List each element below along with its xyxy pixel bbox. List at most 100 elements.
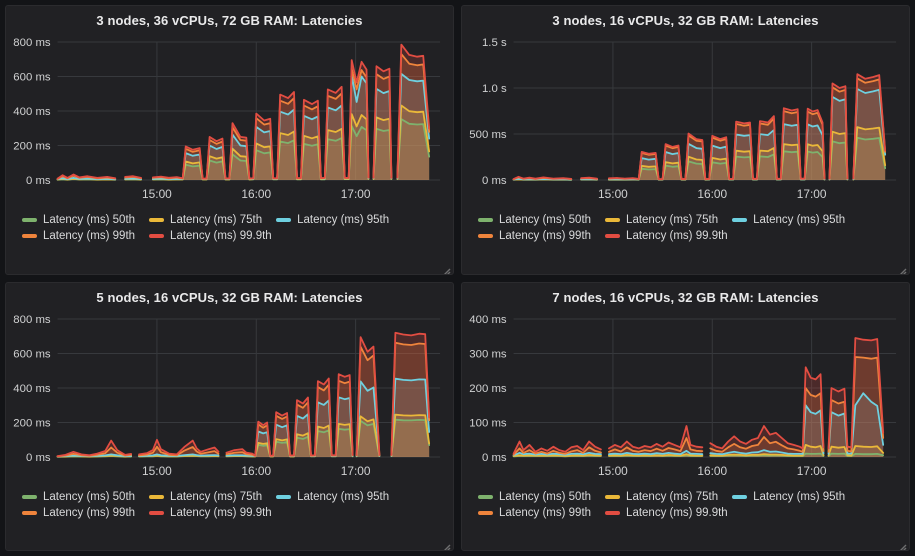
legend-item[interactable]: Latency (ms) 75th <box>605 214 718 226</box>
panel-7-nodes-16-vcpus: 7 nodes, 16 vCPUs, 32 GB RAM: Latencies … <box>461 281 910 551</box>
legend-label: Latency (ms) 75th <box>626 214 719 226</box>
series-fill <box>853 127 886 180</box>
series-fill <box>828 392 884 457</box>
series-line <box>56 453 132 457</box>
series-line <box>828 82 849 180</box>
legend-item[interactable]: Latency (ms) 95th <box>276 214 389 226</box>
legend-label: Latency (ms) 95th <box>753 214 846 226</box>
series-line <box>608 107 826 180</box>
legend-color-swatch-icon[interactable] <box>605 218 621 222</box>
legend-item[interactable]: Latency (ms) 75th <box>149 214 262 226</box>
y-axis-tick-label: 600 ms <box>13 71 51 83</box>
legend-color-swatch-icon[interactable] <box>22 494 37 499</box>
legend-item[interactable]: Latency (ms) 99.9th <box>605 230 728 242</box>
legend-label: Latency (ms) 50th <box>43 490 136 503</box>
legend-label: Latency (ms) 95th <box>753 490 846 503</box>
series-fill <box>373 117 392 180</box>
legend-label: Latency (ms) 99th <box>499 230 592 242</box>
series-fill <box>152 114 369 180</box>
series-fill <box>373 66 392 180</box>
x-axis-tick-label: 17:00 <box>797 463 827 477</box>
x-axis-tick-label: 16:00 <box>241 463 271 477</box>
latency-chart[interactable]: 0 ms 200 ms 400 ms 600 ms 800 ms 15:00 16:00 17… <box>12 307 447 489</box>
legend-item[interactable]: Latency (ms) 99.9th <box>149 230 272 242</box>
series-line <box>512 451 602 456</box>
chart-canvas[interactable]: 0 ms 200 ms 400 ms 600 ms 800 ms 15:00 16:00 17… <box>12 307 447 489</box>
legend-label: Latency (ms) 75th <box>170 490 263 503</box>
y-axis-tick-label: 1.0 s <box>482 83 507 95</box>
y-axis-tick-label: 500 ms <box>469 129 507 141</box>
resize-handle-icon[interactable] <box>898 263 907 274</box>
legend: Latency (ms) 50th Latency (ms) 75th Latenc… <box>12 489 412 523</box>
resize-handle-icon[interactable] <box>898 539 907 551</box>
legend-color-swatch-icon[interactable] <box>478 510 493 515</box>
legend-item[interactable]: Latency (ms) 99th <box>478 507 591 519</box>
series-fill <box>608 144 825 180</box>
legend-label: Latency (ms) 50th <box>43 214 136 226</box>
series-line <box>608 452 704 456</box>
legend-item[interactable]: Latency (ms) 95th <box>732 214 845 226</box>
legend-color-swatch-icon[interactable] <box>22 218 37 222</box>
legend-item[interactable]: Latency (ms) 99th <box>22 507 135 519</box>
legend-color-swatch-icon[interactable] <box>478 494 493 499</box>
legend-color-swatch-icon[interactable] <box>478 218 493 222</box>
legend-item[interactable]: Latency (ms) 99.9th <box>149 507 272 519</box>
chart-canvas[interactable]: 0 ms 200 ms 400 ms 600 ms 800 ms 15:00 16:00 17… <box>12 30 447 212</box>
series-line <box>390 377 431 457</box>
legend: Latency (ms) 50th Latency (ms) 75th Latenc… <box>12 212 412 246</box>
panel-5-nodes-16-vcpus: 5 nodes, 16 vCPUs, 32 GB RAM: Latencies … <box>5 281 454 551</box>
legend-color-swatch-icon[interactable] <box>605 510 621 515</box>
series-fill <box>828 337 884 457</box>
legend-item[interactable]: Latency (ms) 95th <box>276 491 389 503</box>
legend-item[interactable]: Latency (ms) 75th <box>605 491 718 503</box>
legend-color-swatch-icon[interactable] <box>149 218 165 222</box>
panel-title[interactable]: 3 nodes, 36 vCPUs, 72 GB RAM: Latencies <box>96 13 363 28</box>
series-fill <box>853 89 886 180</box>
latency-chart[interactable]: 0 ms 100 ms 200 ms 300 ms 400 ms 15:00 16:00 17… <box>468 307 903 489</box>
latency-chart[interactable]: 0 ms 200 ms 400 ms 600 ms 800 ms 15:00 16:00 17… <box>12 30 447 212</box>
legend-color-swatch-icon[interactable] <box>478 234 493 238</box>
series-fill <box>608 108 825 180</box>
x-axis-tick-label: 15:00 <box>598 463 628 477</box>
legend-color-swatch-icon[interactable] <box>149 234 165 238</box>
legend-color-swatch-icon[interactable] <box>732 494 748 499</box>
resize-handle-icon[interactable] <box>442 263 451 274</box>
series-line <box>355 335 381 456</box>
legend-color-swatch-icon[interactable] <box>276 218 292 222</box>
resize-handle-icon[interactable] <box>442 539 451 551</box>
legend-color-swatch-icon[interactable] <box>149 510 165 515</box>
legend-item[interactable]: Latency (ms) 99th <box>478 230 591 242</box>
legend-item[interactable]: Latency (ms) 75th <box>149 491 262 503</box>
legend-color-swatch-icon[interactable] <box>149 494 165 499</box>
legend-color-swatch-icon[interactable] <box>605 494 621 499</box>
legend-item[interactable]: Latency (ms) 50th <box>478 491 591 503</box>
legend-item[interactable]: Latency (ms) 50th <box>478 214 591 226</box>
series-line <box>827 391 885 455</box>
latency-chart[interactable]: 0 ms 500 ms 1.0 s 1.5 s 15:00 16:00 17:00 <box>468 30 903 212</box>
legend-item[interactable]: Latency (ms) 95th <box>732 491 845 503</box>
legend-item[interactable]: Latency (ms) 50th <box>22 491 135 503</box>
y-axis-tick-label: 0 ms <box>482 175 507 187</box>
x-axis-tick-label: 16:00 <box>697 187 727 201</box>
panel-title[interactable]: 7 nodes, 16 vCPUs, 32 GB RAM: Latencies <box>552 289 819 305</box>
series-line <box>827 336 885 449</box>
series-line <box>372 65 393 179</box>
legend-item[interactable]: Latency (ms) 99.9th <box>605 507 728 519</box>
legend-label: Latency (ms) 95th <box>297 214 390 226</box>
legend-color-swatch-icon[interactable] <box>605 234 621 238</box>
chart-canvas[interactable]: 0 ms 100 ms 200 ms 300 ms 400 ms 15:00 16:00 17… <box>468 307 903 489</box>
legend-color-swatch-icon[interactable] <box>732 218 748 222</box>
chart-canvas[interactable]: 0 ms 500 ms 1.0 s 1.5 s 15:00 16:00 17:00 <box>468 30 903 212</box>
series-line <box>138 445 220 456</box>
panel-title[interactable]: 3 nodes, 16 vCPUs, 32 GB RAM: Latencies <box>552 13 819 28</box>
legend-color-swatch-icon[interactable] <box>276 494 292 499</box>
legend-color-swatch-icon[interactable] <box>22 510 37 515</box>
legend-item[interactable]: Latency (ms) 50th <box>22 214 135 226</box>
legend-item[interactable]: Latency (ms) 99th <box>22 230 135 242</box>
x-axis-tick-label: 17:00 <box>341 187 371 201</box>
legend-color-swatch-icon[interactable] <box>22 234 37 238</box>
series-line <box>512 453 602 457</box>
panel-title[interactable]: 5 nodes, 16 vCPUs, 32 GB RAM: Latencies <box>96 289 363 305</box>
panel-3-nodes-16-vcpus: 3 nodes, 16 vCPUs, 32 GB RAM: Latencies … <box>461 5 910 275</box>
